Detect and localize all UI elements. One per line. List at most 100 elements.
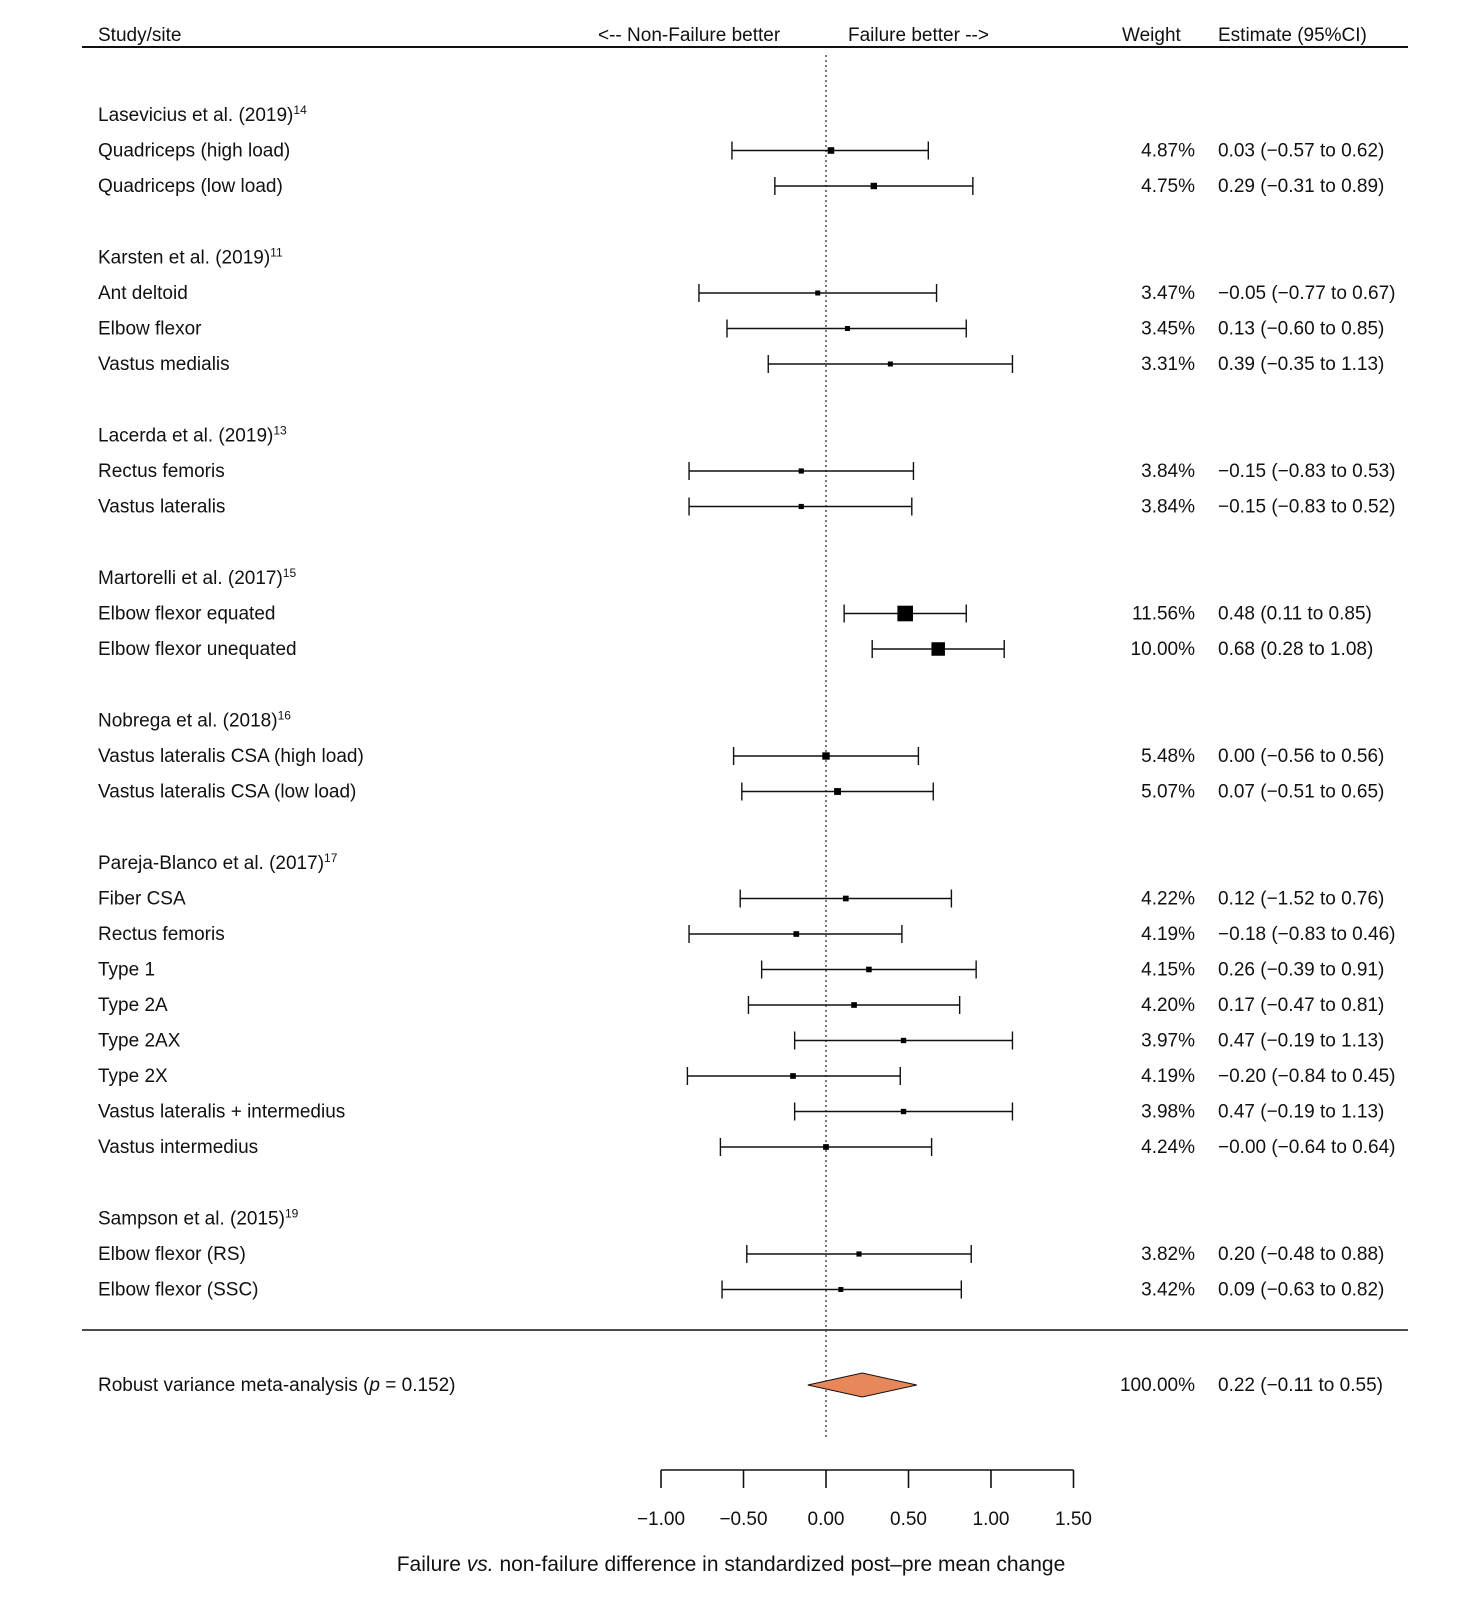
header-weight: Weight <box>1122 25 1182 46</box>
x-axis-tick-label: −1.00 <box>637 1509 685 1530</box>
row-estimate: 0.20 (−0.48 to 0.88) <box>1218 1244 1384 1265</box>
row-site-label: Elbow flexor (SSC) <box>98 1280 259 1301</box>
row-estimate: 0.47 (−0.19 to 1.13) <box>1218 1031 1384 1052</box>
x-axis-tick-label: 0.50 <box>890 1509 927 1530</box>
point-estimate <box>823 1144 829 1150</box>
header-study-site: Study/site <box>98 25 181 46</box>
point-estimate <box>856 1251 862 1257</box>
study-title: Nobrega et al. (2018)16 <box>98 709 291 732</box>
row-estimate: −0.05 (−0.77 to 0.67) <box>1218 283 1395 304</box>
row-estimate: −0.18 (−0.83 to 0.46) <box>1218 924 1395 945</box>
row-estimate: −0.20 (−0.84 to 0.45) <box>1218 1066 1395 1087</box>
row-site-label: Fiber CSA <box>98 889 186 910</box>
row-weight: 4.15% <box>1141 960 1195 981</box>
row-weight: 5.48% <box>1141 746 1195 767</box>
x-axis-tick-label: 1.00 <box>973 1509 1010 1530</box>
row-weight: 5.07% <box>1141 782 1195 803</box>
row-weight: 3.97% <box>1141 1031 1195 1052</box>
x-axis-tick-label: 0.00 <box>808 1509 845 1530</box>
point-estimate <box>790 1073 796 1079</box>
row-estimate: −0.15 (−0.83 to 0.53) <box>1218 461 1395 482</box>
row-estimate: 0.03 (−0.57 to 0.62) <box>1218 141 1384 162</box>
study-title: Martorelli et al. (2017)15 <box>98 566 296 589</box>
row-site-label: Quadriceps (low load) <box>98 176 283 197</box>
row-estimate: 0.00 (−0.56 to 0.56) <box>1218 746 1384 767</box>
row-weight: 3.98% <box>1141 1102 1195 1123</box>
row-estimate: 0.26 (−0.39 to 0.91) <box>1218 960 1384 981</box>
row-site-label: Vastus intermedius <box>98 1137 258 1158</box>
row-weight: 3.45% <box>1141 319 1195 340</box>
study-title: Karsten et al. (2019)11 <box>98 246 283 269</box>
point-estimate <box>827 147 835 154</box>
row-site-label: Rectus femoris <box>98 924 225 945</box>
row-weight: 4.22% <box>1141 889 1195 910</box>
row-site-label: Elbow flexor <box>98 319 202 340</box>
header-non-failure-better: <-- Non-Failure better <box>598 25 781 46</box>
x-axis-tick-label: −0.50 <box>719 1509 767 1530</box>
summary-label: Robust variance meta-analysis (p = 0.152… <box>98 1375 456 1396</box>
row-site-label: Vastus lateralis + intermedius <box>98 1102 345 1123</box>
row-weight: 3.84% <box>1141 461 1195 482</box>
point-estimate <box>870 182 878 190</box>
row-weight: 4.19% <box>1141 924 1195 945</box>
row-estimate: 0.17 (−0.47 to 0.81) <box>1218 995 1384 1016</box>
row-estimate: 0.68 (0.28 to 1.08) <box>1218 639 1373 660</box>
x-axis-title: Failure vs. non-failure difference in st… <box>397 1553 1066 1576</box>
study-title: Lasevicius et al. (2019)14 <box>98 103 307 126</box>
point-estimate <box>900 1108 907 1115</box>
point-estimate <box>842 895 849 902</box>
row-weight: 3.82% <box>1141 1244 1195 1265</box>
row-estimate: 0.29 (−0.31 to 0.89) <box>1218 176 1384 197</box>
row-site-label: Vastus lateralis <box>98 497 225 518</box>
row-site-label: Vastus lateralis CSA (low load) <box>98 782 356 803</box>
point-estimate <box>900 1037 907 1044</box>
header-failure-better: Failure better --> <box>848 25 989 46</box>
point-estimate <box>931 642 945 656</box>
row-weight: 3.47% <box>1141 283 1195 304</box>
row-site-label: Ant deltoid <box>98 283 188 304</box>
point-estimate <box>844 326 850 331</box>
row-estimate: 0.07 (−0.51 to 0.65) <box>1218 782 1384 803</box>
row-estimate: −0.00 (−0.64 to 0.64) <box>1218 1137 1395 1158</box>
study-title: Sampson et al. (2015)19 <box>98 1207 299 1230</box>
row-site-label: Elbow flexor (RS) <box>98 1244 246 1265</box>
point-estimate <box>815 290 821 296</box>
point-estimate <box>838 1287 844 1292</box>
row-estimate: 0.47 (−0.19 to 1.13) <box>1218 1102 1384 1123</box>
row-estimate: −0.15 (−0.83 to 0.52) <box>1218 497 1395 518</box>
row-site-label: Vastus lateralis CSA (high load) <box>98 746 364 767</box>
point-estimate <box>834 788 841 795</box>
point-estimate <box>822 752 830 760</box>
row-site-label: Vastus medialis <box>98 354 230 375</box>
chart-marks: Lasevicius et al. (2019)14 Karsten et al.… <box>98 55 1395 1576</box>
x-axis-tick-label: 1.50 <box>1055 1509 1092 1530</box>
row-weight: 4.75% <box>1141 176 1195 197</box>
summary-diamond <box>807 1372 917 1398</box>
row-weight: 4.24% <box>1141 1137 1195 1158</box>
row-site-label: Elbow flexor equated <box>98 604 275 625</box>
study-title: Lacerda et al. (2019)13 <box>98 424 287 447</box>
row-site-label: Type 2A <box>98 995 168 1016</box>
row-weight: 11.56% <box>1132 604 1195 625</box>
summary-estimate: 0.22 (−0.11 to 0.55) <box>1218 1375 1383 1396</box>
row-weight: 3.31% <box>1141 354 1195 375</box>
point-estimate <box>798 468 804 474</box>
row-site-label: Type 2AX <box>98 1031 181 1052</box>
study-title: Pareja-Blanco et al. (2017)17 <box>98 851 338 874</box>
row-weight: 3.84% <box>1141 497 1195 518</box>
row-site-label: Type 2X <box>98 1066 168 1087</box>
row-site-label: Quadriceps (high load) <box>98 141 290 162</box>
point-estimate <box>851 1002 857 1008</box>
row-estimate: 0.13 (−0.60 to 0.85) <box>1218 319 1384 340</box>
point-estimate <box>866 966 872 973</box>
point-estimate <box>887 361 893 367</box>
row-weight: 10.00% <box>1131 639 1196 660</box>
row-estimate: 0.09 (−0.63 to 0.82) <box>1218 1280 1384 1301</box>
summary-weight: 100.00% <box>1120 1375 1195 1396</box>
header-estimate: Estimate (95%CI) <box>1218 25 1367 46</box>
row-estimate: 0.12 (−1.52 to 0.76) <box>1218 889 1384 910</box>
row-estimate: 0.39 (−0.35 to 1.13) <box>1218 354 1384 375</box>
row-weight: 4.19% <box>1141 1066 1195 1087</box>
point-estimate <box>798 503 804 510</box>
